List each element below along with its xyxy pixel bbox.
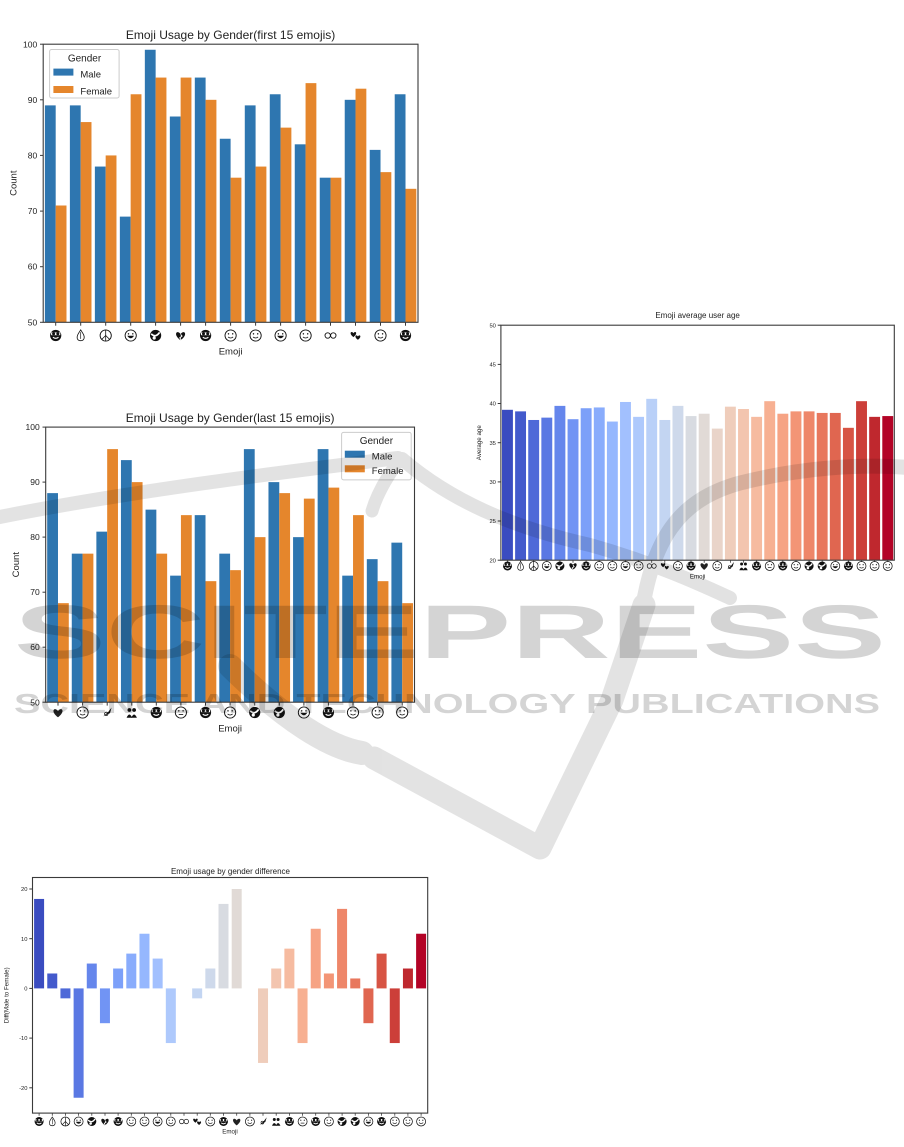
svg-text:90: 90 bbox=[28, 95, 38, 105]
svg-text:50: 50 bbox=[30, 697, 40, 707]
svg-text:50: 50 bbox=[489, 323, 495, 329]
svg-text:35: 35 bbox=[489, 441, 495, 447]
svg-text:Female: Female bbox=[372, 466, 404, 477]
svg-text:Emoji: Emoji bbox=[222, 1129, 237, 1136]
svg-text:Emoji: Emoji bbox=[218, 724, 242, 735]
svg-text:45: 45 bbox=[489, 363, 495, 369]
svg-text:Emoji Usage by Gender(first 15: Emoji Usage by Gender(first 15 emojis) bbox=[126, 28, 335, 42]
svg-text:20: 20 bbox=[489, 558, 495, 564]
svg-text:Male: Male bbox=[80, 69, 101, 80]
svg-text:Male: Male bbox=[372, 451, 393, 462]
svg-text:20: 20 bbox=[21, 887, 27, 893]
svg-text:Female: Female bbox=[80, 87, 112, 98]
svg-text:90: 90 bbox=[30, 477, 40, 487]
svg-text:70: 70 bbox=[28, 206, 38, 216]
svg-text:Gender: Gender bbox=[68, 54, 102, 65]
svg-text:50: 50 bbox=[28, 317, 38, 327]
svg-text:30: 30 bbox=[489, 480, 495, 486]
svg-text:Emoji: Emoji bbox=[690, 574, 705, 581]
svg-text:100: 100 bbox=[23, 39, 37, 49]
svg-text:Emoji Usage by Gender(last 15: Emoji Usage by Gender(last 15 emojis) bbox=[126, 411, 335, 425]
svg-text:-10: -10 bbox=[19, 1036, 27, 1042]
svg-text:Count: Count bbox=[11, 552, 22, 578]
svg-text:Emoji usage by gender differen: Emoji usage by gender difference bbox=[171, 867, 291, 876]
svg-text:Average age: Average age bbox=[476, 425, 483, 461]
svg-text:100: 100 bbox=[26, 422, 40, 432]
svg-text:0: 0 bbox=[24, 987, 27, 993]
svg-text:70: 70 bbox=[30, 587, 40, 597]
svg-text:Gender: Gender bbox=[360, 436, 394, 447]
svg-text:60: 60 bbox=[28, 262, 38, 272]
svg-text:SCITEPRESS: SCITEPRESS bbox=[14, 590, 886, 675]
svg-text:Diff(Male to Female): Diff(Male to Female) bbox=[4, 967, 11, 1023]
svg-text:10: 10 bbox=[21, 937, 27, 943]
svg-text:25: 25 bbox=[489, 519, 495, 525]
svg-text:Emoji: Emoji bbox=[219, 347, 243, 358]
svg-text:Emoji average user age: Emoji average user age bbox=[655, 311, 740, 320]
svg-text:SCIENCE AND TECHNOLOGY PUBLICA: SCIENCE AND TECHNOLOGY PUBLICATIONS bbox=[14, 688, 880, 719]
svg-text:Count: Count bbox=[9, 170, 20, 196]
svg-text:80: 80 bbox=[28, 151, 38, 161]
svg-text:80: 80 bbox=[30, 532, 40, 542]
svg-text:-20: -20 bbox=[19, 1086, 27, 1092]
svg-text:60: 60 bbox=[30, 642, 40, 652]
svg-text:40: 40 bbox=[489, 402, 495, 408]
